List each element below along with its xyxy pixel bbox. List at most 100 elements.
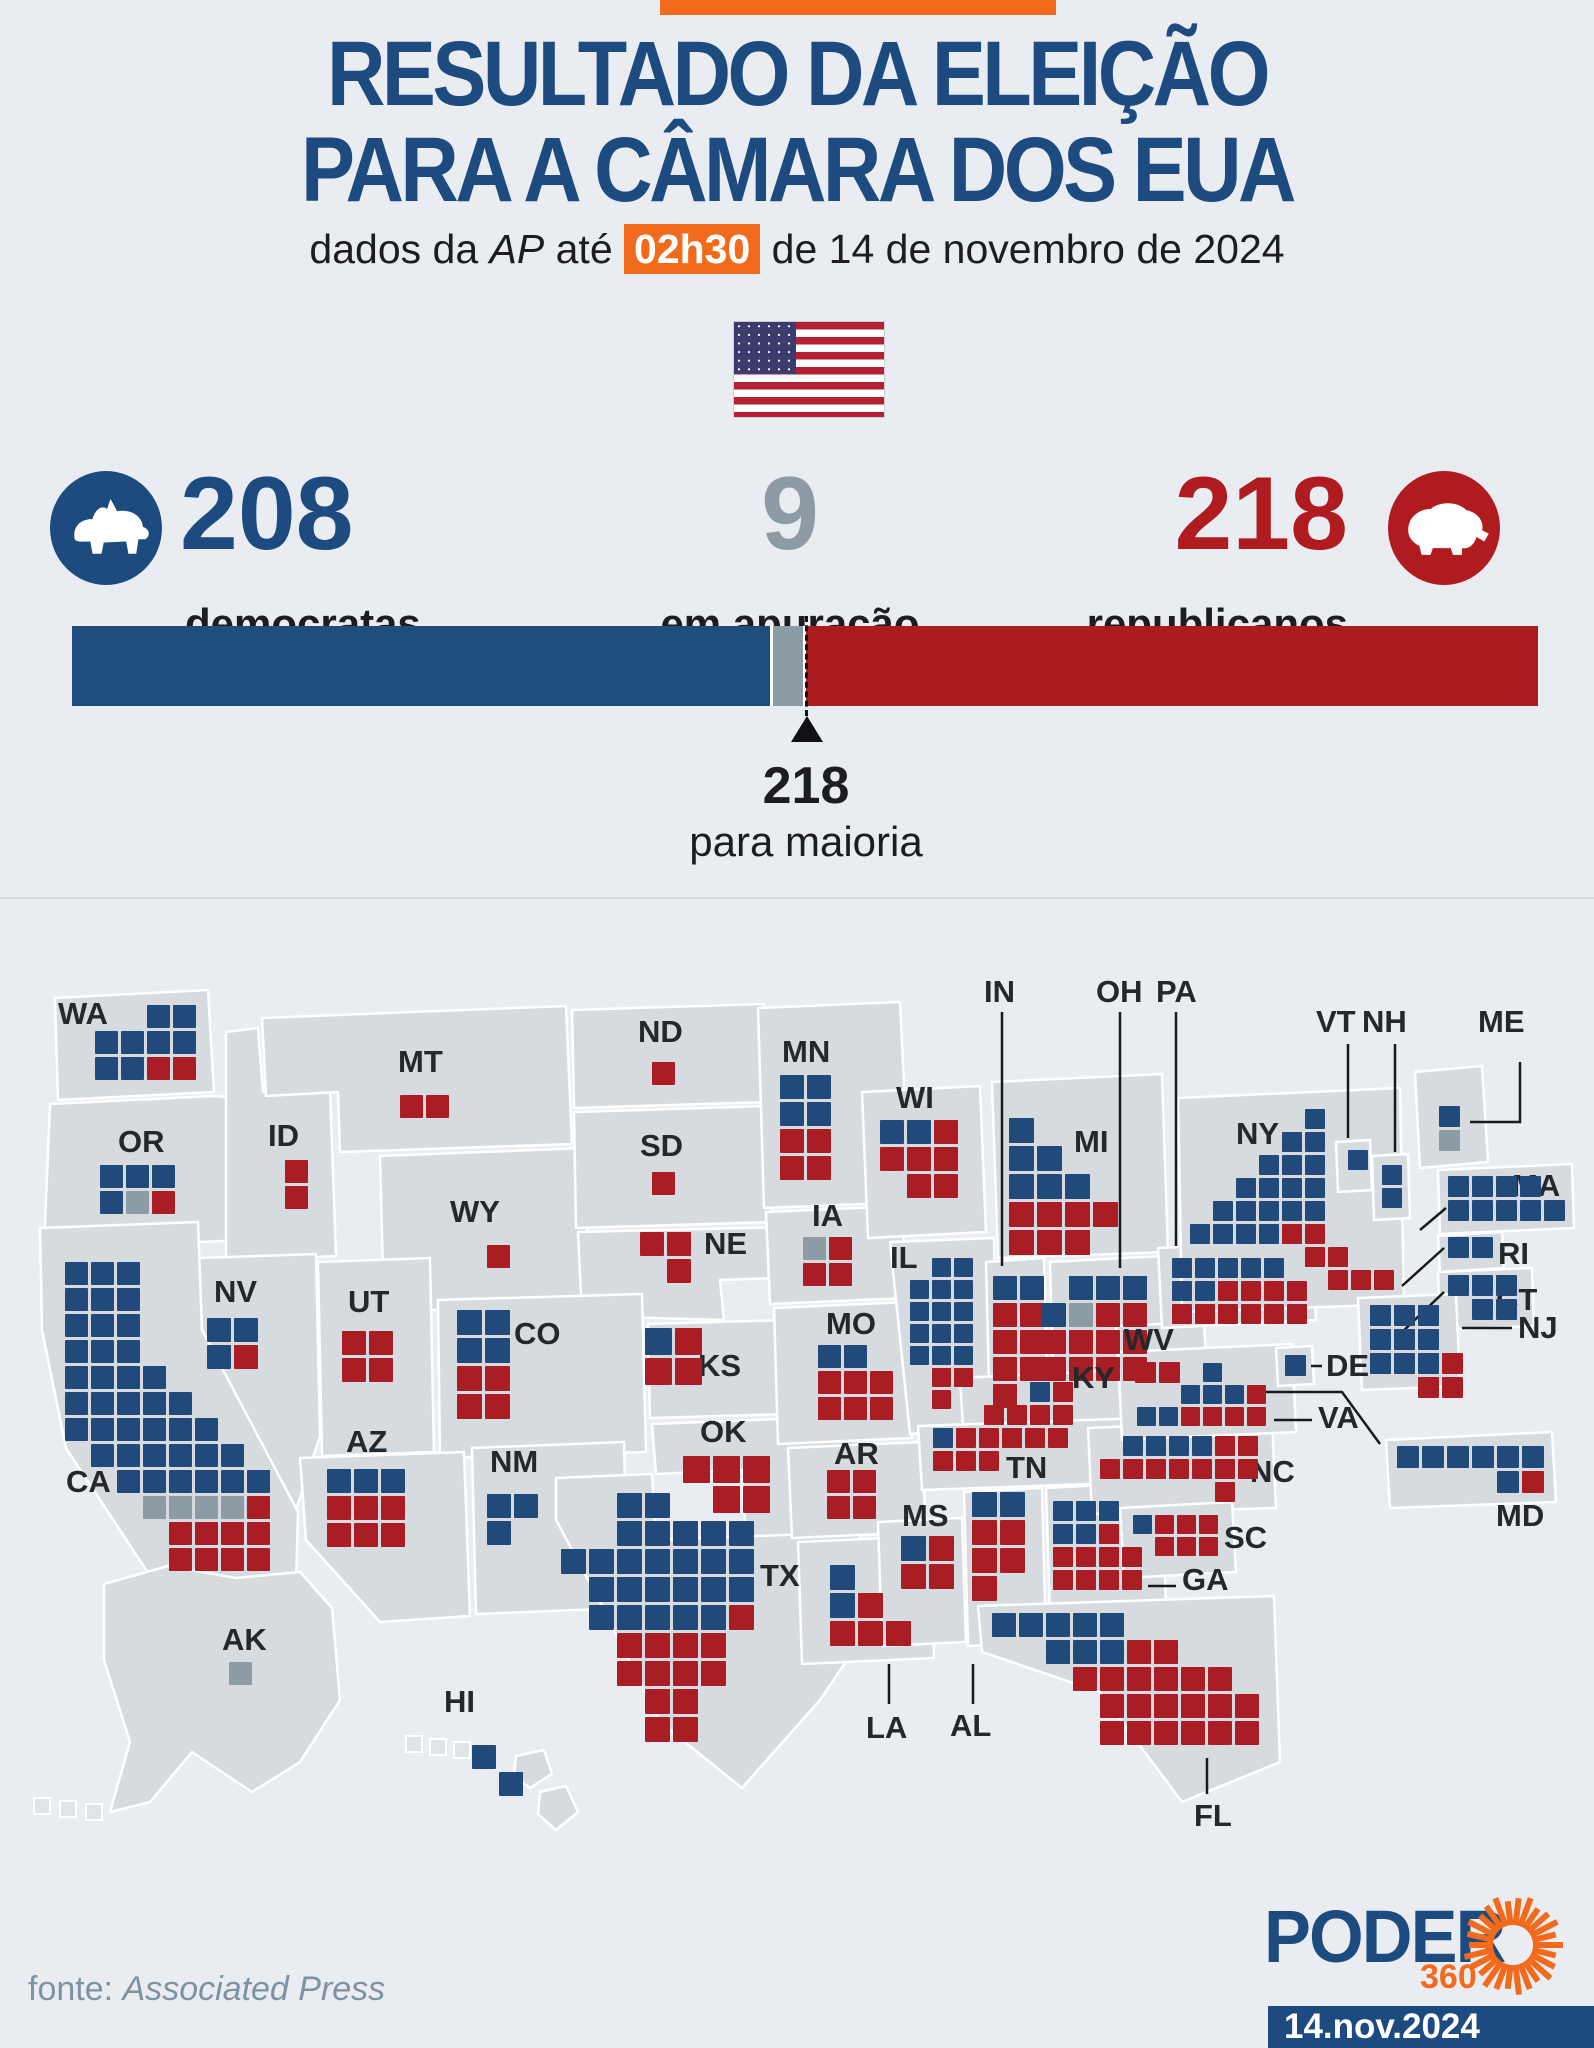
- seats-bar-dem: [72, 626, 771, 706]
- seat-square-CA: [65, 1340, 88, 1363]
- seat-square-IL: [932, 1302, 951, 1321]
- seat-square-OK: [683, 1456, 710, 1483]
- seat-square-WI: [934, 1174, 958, 1198]
- seat-square-NY: [1282, 1132, 1302, 1152]
- seat-square-PA: [1264, 1258, 1284, 1278]
- seat-square-NJ: [1370, 1305, 1391, 1326]
- seat-square-CA: [247, 1548, 270, 1571]
- seat-square-NY: [1305, 1109, 1325, 1129]
- state-label-TX: TX: [760, 1558, 800, 1593]
- seat-square-CA: [65, 1314, 88, 1337]
- seat-square-MD: [1422, 1446, 1444, 1468]
- seat-square-GA: [1053, 1547, 1073, 1567]
- seat-square-TN: [933, 1428, 953, 1448]
- democrat-donkey-badge: [50, 471, 162, 585]
- seat-square-CT: [1472, 1275, 1493, 1296]
- seat-square-WA: [121, 1057, 144, 1080]
- state-label-MD: MD: [1496, 1498, 1545, 1533]
- seat-square-CA: [117, 1340, 140, 1363]
- seat-square-NC: [1100, 1459, 1120, 1479]
- page-title-line1: RESULTADO DA ELEIÇÃO: [326, 23, 1271, 125]
- seat-square-AZ: [381, 1523, 405, 1547]
- seat-square-NJ: [1370, 1353, 1391, 1374]
- seat-square-CT: [1472, 1299, 1493, 1320]
- seat-square-OR: [126, 1191, 149, 1214]
- seat-square-PA: [1218, 1281, 1238, 1301]
- seat-square-MI: [1065, 1230, 1090, 1255]
- seat-square-GA: [1053, 1524, 1073, 1544]
- seat-square-NJ: [1394, 1305, 1415, 1326]
- seat-square-CA: [195, 1548, 218, 1571]
- seat-square-CA: [143, 1444, 166, 1467]
- seat-square-TN: [956, 1428, 976, 1448]
- seat-square-FL: [1127, 1640, 1151, 1664]
- seat-square-NY: [1328, 1247, 1348, 1267]
- seat-square-IN: [993, 1384, 1017, 1408]
- seat-square-CO: [457, 1394, 482, 1419]
- seat-square-WA: [173, 1005, 196, 1028]
- seat-square-GA: [1099, 1524, 1119, 1544]
- seat-square-MS: [929, 1536, 954, 1561]
- seat-square-GA: [1076, 1570, 1096, 1590]
- seat-square-CA: [169, 1470, 192, 1493]
- seat-square-FL: [1181, 1721, 1205, 1745]
- seat-square-PA: [1172, 1258, 1192, 1278]
- seat-square-GA: [1122, 1570, 1142, 1590]
- state-label-ID: ID: [268, 1118, 299, 1153]
- seat-square-AR: [853, 1496, 876, 1519]
- seat-square-NC: [1215, 1482, 1235, 1502]
- seat-square-OR: [152, 1191, 175, 1214]
- state-label-ND: ND: [638, 1014, 683, 1049]
- seat-square-NC: [1215, 1436, 1235, 1456]
- seat-square-MD: [1522, 1471, 1544, 1493]
- seat-square-TX: [617, 1605, 642, 1630]
- dem-count: 208: [180, 456, 354, 572]
- seat-square-MS: [901, 1536, 926, 1561]
- seat-square-TX: [701, 1633, 726, 1658]
- seat-square-AL: [1000, 1492, 1025, 1517]
- seat-square-MD: [1447, 1446, 1469, 1468]
- seat-square-KY: [1053, 1382, 1073, 1402]
- seat-square-TX: [645, 1661, 670, 1686]
- seat-square-UT: [342, 1331, 366, 1355]
- seat-square-TX: [729, 1605, 754, 1630]
- seat-square-TX: [645, 1605, 670, 1630]
- seat-square-TX: [729, 1577, 754, 1602]
- seat-square-WI: [907, 1147, 931, 1171]
- state-label-AZ: AZ: [346, 1424, 388, 1459]
- state-label-HI: HI: [444, 1684, 475, 1719]
- seat-square-MA: [1496, 1200, 1517, 1221]
- seat-square-NC: [1169, 1436, 1189, 1456]
- seat-square-TN: [1048, 1428, 1068, 1448]
- state-label-OR: OR: [118, 1124, 165, 1159]
- state-label-WY: WY: [450, 1194, 500, 1229]
- seat-square-OH: [1096, 1303, 1120, 1327]
- state-label-SD: SD: [640, 1128, 684, 1163]
- state-label-NE: NE: [704, 1226, 748, 1261]
- seat-square-IL: [910, 1302, 929, 1321]
- seat-square-FL: [1154, 1640, 1178, 1664]
- state-label-KS: KS: [698, 1348, 742, 1383]
- seat-square-CA: [195, 1496, 218, 1519]
- seat-square-IL: [932, 1368, 951, 1387]
- seat-square-WA: [173, 1031, 196, 1054]
- poder360-logo-360: 360: [1420, 1958, 1477, 1996]
- seat-square-CA: [91, 1366, 114, 1389]
- seat-square-CO: [485, 1310, 510, 1335]
- seat-square-PA: [1287, 1304, 1307, 1324]
- majority-marker-arrow: [791, 716, 823, 742]
- seat-square-FL: [1100, 1640, 1124, 1664]
- seat-square-TX: [673, 1605, 698, 1630]
- seat-square-NJ: [1370, 1329, 1391, 1350]
- seat-square-DE: [1285, 1355, 1306, 1376]
- seat-square-VA: [1225, 1385, 1244, 1404]
- seat-square-OH: [1069, 1276, 1093, 1300]
- section-divider: [0, 897, 1594, 899]
- seat-square-KS: [675, 1358, 702, 1385]
- seat-square-MS: [901, 1564, 926, 1589]
- seat-square-VA: [1247, 1385, 1266, 1404]
- seat-square-MA: [1520, 1176, 1541, 1197]
- seat-square-NY: [1236, 1178, 1256, 1198]
- seat-square-NY: [1259, 1201, 1279, 1221]
- state-label-FL: FL: [1194, 1798, 1232, 1833]
